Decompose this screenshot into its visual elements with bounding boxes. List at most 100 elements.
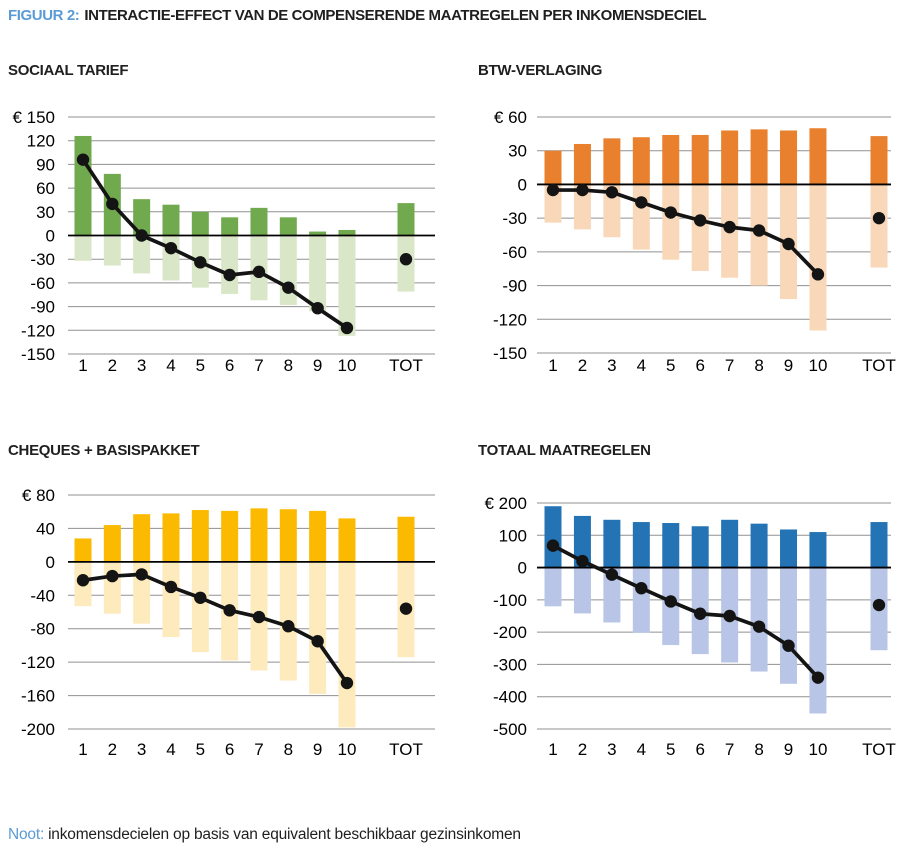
bar-positive-7 [721, 130, 739, 185]
chart-title-totaal-maatregelen: TOTAAL MAATREGELEN [478, 442, 651, 459]
chart-sociaal-tarief: € 150 120 90 60 30 0 -30 -60 -90 -120 -150 1 2 3 4 5 6 7 8… [12, 108, 435, 375]
y-tick-label: 100 [499, 526, 527, 545]
bar-negative-8 [750, 567, 768, 672]
interaction-dot-TOT [399, 602, 413, 615]
category-axis: 1 2 3 4 5 6 7 8 9 10 TOT [548, 740, 896, 759]
interaction-dot-6 [223, 268, 236, 282]
y-tick-label: -120 [493, 310, 527, 329]
category-label-2: 2 [578, 356, 587, 375]
bar-positive-8 [750, 129, 768, 185]
chart-btw-verlaging: € 60 30 0 -30 -60 -90 -120 -150 1 2 3 4 5 6 7 8 9 10 TOT [493, 108, 896, 375]
category-label-7: 7 [725, 740, 734, 759]
interaction-line [76, 568, 413, 690]
interaction-dot-2 [106, 197, 119, 211]
bar-positive-7 [721, 519, 739, 568]
panel-sociaal-tarief: SOCIAAL TARIEF € 150 120 90 60 30 0 -30 -60 -90 -… [0, 60, 440, 390]
interaction-dot-7 [252, 265, 266, 279]
category-label-1: 1 [78, 356, 87, 375]
category-label-4: 4 [637, 356, 646, 375]
interaction-dot-9 [311, 301, 324, 315]
bar-positive-10 [809, 128, 827, 185]
note-label: Noot: [8, 826, 45, 843]
y-tick-label: -300 [493, 655, 527, 674]
interaction-dot-10 [811, 268, 825, 281]
y-tick-label: 40 [36, 519, 55, 538]
bar-negative-2 [103, 235, 121, 266]
y-tick-label: -90 [502, 277, 527, 296]
category-label-10: 10 [338, 740, 357, 759]
bar-positive-3 [603, 138, 621, 185]
bar-positive-3 [133, 199, 151, 236]
category-label-8: 8 [754, 356, 763, 375]
y-tick-label: -30 [502, 209, 527, 228]
interaction-dot-8 [752, 224, 766, 237]
bar-positive-9 [309, 231, 327, 236]
category-label-9: 9 [313, 740, 322, 759]
interaction-dot-TOT [872, 211, 886, 225]
category-label-TOT: TOT [389, 356, 423, 375]
bar-positive-4 [632, 137, 650, 185]
bar-positive-2 [573, 515, 591, 568]
interaction-dot-8 [282, 620, 295, 633]
interaction-dot-1 [546, 183, 560, 197]
interaction-dot-1 [76, 574, 90, 587]
category-label-4: 4 [166, 356, 175, 375]
bars-positive [544, 128, 888, 185]
category-label-2: 2 [108, 356, 117, 375]
gridlines [537, 502, 891, 730]
category-label-9: 9 [784, 740, 793, 759]
interaction-dot-5 [664, 206, 677, 219]
interaction-dot-4 [164, 241, 178, 255]
y-tick-label: -200 [21, 720, 55, 739]
category-label-1: 1 [78, 740, 87, 759]
bars-positive [74, 508, 415, 562]
bar-positive-5 [662, 523, 680, 568]
interaction-dot-5 [194, 591, 207, 604]
y-tick-label: € 60 [494, 108, 527, 127]
interaction-line [76, 153, 413, 335]
panel-totaal-maatregelen: TOTAAL MAATREGELEN € 200 100 0 -100 -200 -300… [440, 440, 900, 770]
bar-negative-9 [780, 567, 798, 684]
bars-negative [544, 184, 888, 331]
category-label-7: 7 [725, 356, 734, 375]
category-label-7: 7 [254, 740, 263, 759]
y-tick-label: 90 [36, 155, 55, 174]
bar-positive-3 [603, 519, 621, 568]
y-tick-label: -200 [493, 623, 527, 642]
category-label-3: 3 [137, 356, 146, 375]
interaction-dot-6 [223, 604, 236, 617]
bar-positive-10 [338, 518, 356, 562]
category-label-3: 3 [137, 740, 146, 759]
category-label-2: 2 [108, 740, 117, 759]
bar-negative-4 [162, 561, 180, 638]
panel-btw-verlaging: BTW-VERLAGING € 60 30 0 -30 -60 -90 -120 -150 1 2… [440, 60, 900, 390]
bar-positive-7 [250, 207, 268, 236]
category-label-5: 5 [196, 740, 205, 759]
bars-negative [74, 235, 415, 336]
interaction-dot-8 [282, 281, 295, 294]
interaction-dot-7 [252, 610, 266, 624]
bar-negative-5 [662, 184, 680, 260]
y-tick-label: -120 [21, 321, 55, 340]
category-label-TOT: TOT [389, 740, 423, 759]
bar-positive-8 [279, 509, 297, 562]
category-label-6: 6 [695, 356, 704, 375]
y-tick-label: 120 [27, 132, 55, 151]
category-label-4: 4 [166, 740, 175, 759]
interaction-dot-5 [194, 256, 207, 269]
bar-positive-9 [780, 130, 798, 185]
interaction-dot-7 [723, 609, 736, 623]
y-tick-label: 30 [508, 142, 527, 161]
interaction-dot-10 [340, 321, 354, 335]
category-label-2: 2 [578, 740, 587, 759]
bar-positive-1 [74, 538, 92, 562]
category-label-7: 7 [254, 356, 263, 375]
bar-negative-6 [221, 235, 239, 294]
interaction-dot-4 [164, 580, 178, 594]
y-tick-label: € 80 [22, 486, 55, 505]
bar-negative-1 [74, 235, 92, 261]
y-tick-label: 60 [36, 179, 55, 198]
category-axis: 1 2 3 4 5 6 7 8 9 10 TOT [78, 356, 423, 375]
category-label-8: 8 [284, 356, 293, 375]
bars-positive [544, 506, 888, 568]
